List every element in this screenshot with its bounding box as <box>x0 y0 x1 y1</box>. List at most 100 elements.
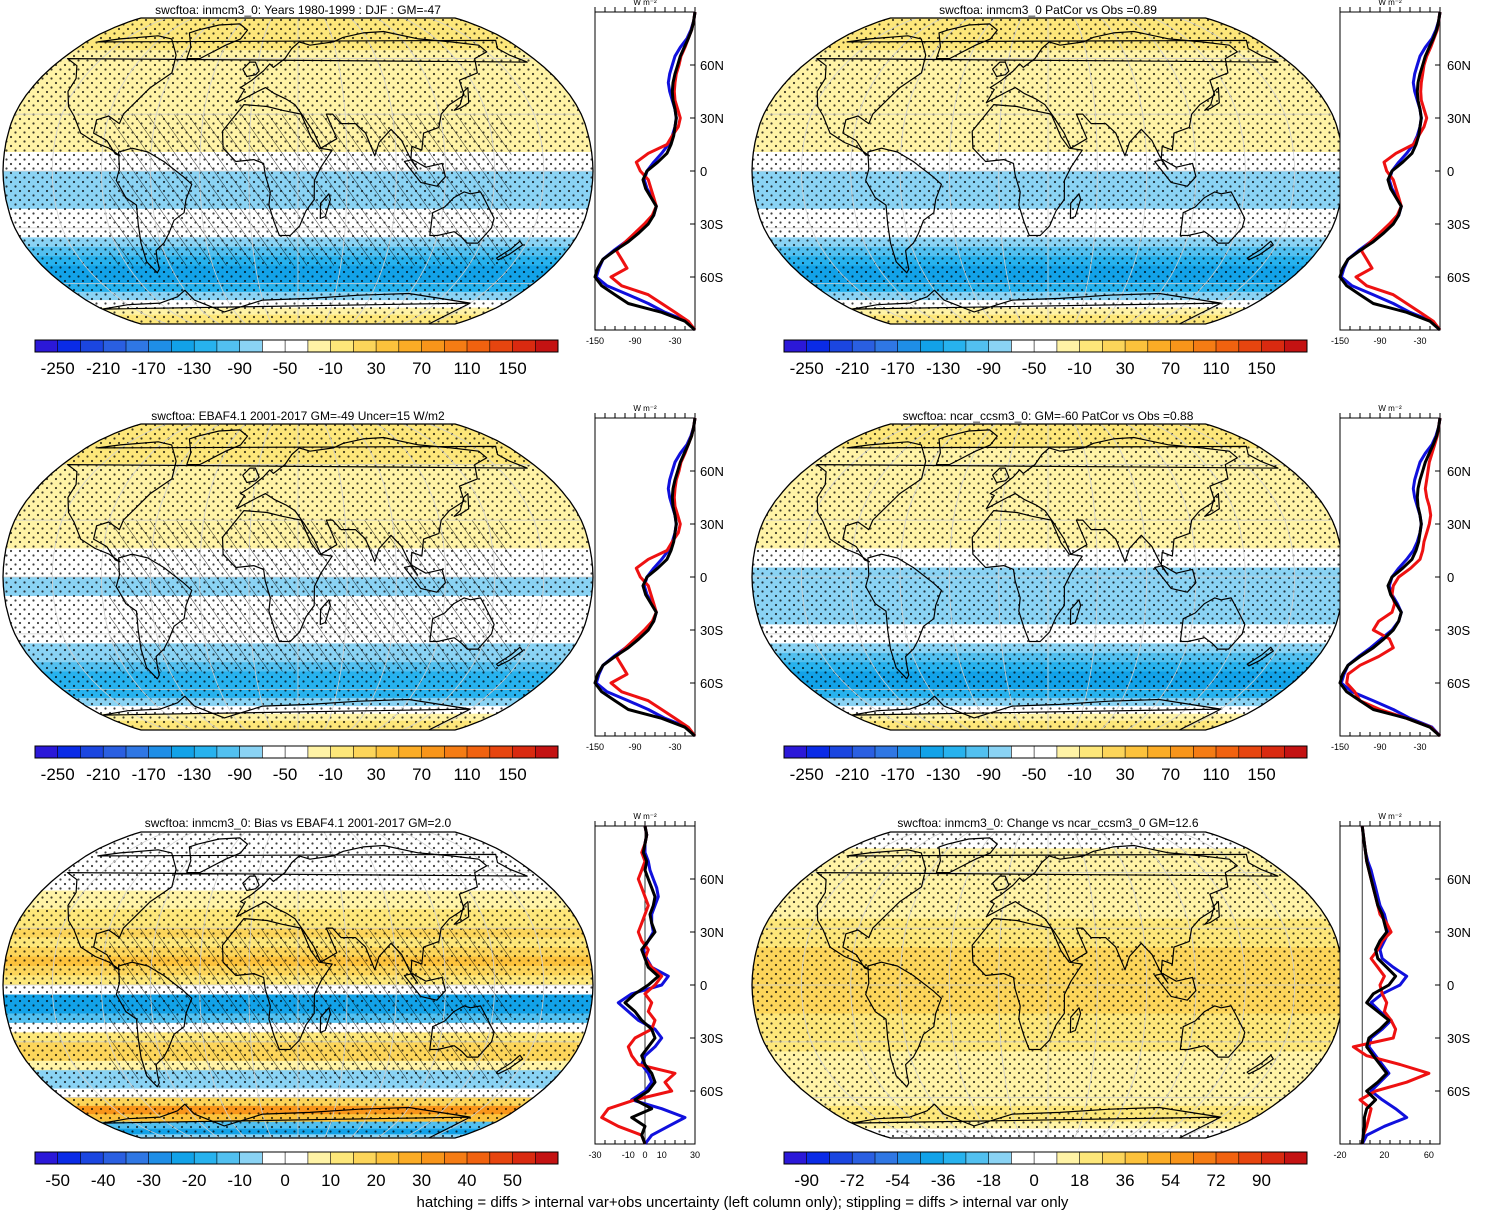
colorbar-swatch <box>1261 340 1285 352</box>
profile-lat-label: 30S <box>1447 1031 1470 1046</box>
colorbar-swatch <box>467 1152 491 1164</box>
colorbar-swatch <box>330 340 354 352</box>
coastline <box>235 30 488 170</box>
profile-line-model <box>593 417 697 738</box>
map-title: swcftoa: EBAF4.1 2001-2017 GM=-49 Uncer=… <box>151 409 445 423</box>
profile-lat-label: 0 <box>1447 164 1454 179</box>
map-panel-ref-mean: swcftoa: ncar_ccsm3_0: GM=-60 PatCor vs … <box>751 409 1345 731</box>
colorbar-swatch <box>1034 746 1058 758</box>
colorbar-swatch <box>171 340 195 352</box>
colorbar-swatch <box>353 1152 377 1164</box>
colorbar-swatch <box>1238 746 1262 758</box>
coastline <box>242 875 260 892</box>
profile-lat-label: 60N <box>700 58 724 73</box>
coastline <box>1154 973 1197 1001</box>
coastline <box>851 289 1222 324</box>
profile-x-tick-label: 60 <box>1424 1150 1434 1160</box>
map-panel-bias: swcftoa: inmcm3_0: Bias vs EBAF4.1 2001-… <box>2 816 594 1139</box>
colorbar-swatch <box>103 340 127 352</box>
colorbar-tick-label: -10 <box>318 765 343 784</box>
colorbar-swatch <box>171 746 195 758</box>
colorbar-swatch <box>285 340 309 352</box>
profile-panel-obs-mean: W m⁻² 60N 30N 0 30S 60S -150 -90 -30 <box>586 404 724 752</box>
colorbar-swatch <box>148 340 172 352</box>
colorbar-swatch <box>126 746 150 758</box>
longitude-line <box>376 18 446 324</box>
colorbar-swatch <box>330 746 354 758</box>
longitude-line <box>948 424 996 730</box>
longitude-line <box>899 832 970 1138</box>
colorbar-swatch <box>1034 340 1058 352</box>
profile-lat-label: 30N <box>700 925 724 940</box>
coastline <box>1204 901 1220 925</box>
coastline <box>242 61 260 78</box>
colorbar-swatch <box>897 1152 921 1164</box>
colorbar-swatch <box>262 1152 286 1164</box>
colorbar-tick-label: 30 <box>412 1171 431 1190</box>
colorbar-swatch <box>852 746 876 758</box>
profile-lat-label: 30N <box>1447 925 1471 940</box>
colorbar-tick-label: -170 <box>132 359 166 378</box>
profile-x-tick-label: -90 <box>1373 336 1386 346</box>
profile-panel-bias: W m⁻² 60N 30N 0 30S 60S -30 -10 0 10 30 <box>588 812 723 1160</box>
colorbar-swatch <box>806 746 830 758</box>
profile-lat-label: 30N <box>700 517 724 532</box>
longitude-line <box>323 18 348 324</box>
profile-unit-label: W m⁻² <box>1378 404 1402 413</box>
colorbar-swatch <box>1193 340 1217 352</box>
colorbar-swatch <box>1170 340 1194 352</box>
colorbar-swatch <box>829 340 853 352</box>
colorbar-swatch <box>784 340 808 352</box>
profile-unit-label: W m⁻² <box>633 812 657 821</box>
colorbar-swatch <box>784 746 808 758</box>
coastline <box>1179 191 1246 244</box>
colorbar-tick-label: 30 <box>1116 765 1135 784</box>
colorbar-swatch <box>148 1152 172 1164</box>
colorbar-swatch <box>194 746 218 758</box>
map-title: swcftoa: inmcm3_0: Change vs ncar_ccsm3_… <box>897 816 1198 830</box>
colorbar-swatch <box>1125 746 1149 758</box>
colorbar-swatch <box>489 746 513 758</box>
profile-line-model <box>1338 417 1442 738</box>
colorbar-swatch <box>1079 746 1103 758</box>
profile-lat-label: 60N <box>700 464 724 479</box>
profile-lat-label: 30N <box>1447 111 1471 126</box>
longitude-line <box>1073 424 1098 730</box>
map-panel-model-mean: swcftoa: inmcm3_0: Years 1980-1999 : DJF… <box>2 3 594 325</box>
colorbar-swatch <box>239 340 263 352</box>
coastline <box>1246 240 1274 261</box>
coastline <box>985 30 1238 170</box>
longitude-line <box>402 832 496 1138</box>
profile-x-tick-label: -30 <box>588 1150 601 1160</box>
coastline <box>992 467 1010 484</box>
colorbar-tick-label: 0 <box>1029 1171 1038 1190</box>
coastline <box>453 901 470 925</box>
map-field <box>3 18 593 324</box>
map-outline <box>2 423 594 731</box>
colorbar-swatch <box>852 340 876 352</box>
map-panel-change: swcftoa: inmcm3_0: Change vs ncar_ccsm3_… <box>751 816 1345 1139</box>
colorbar-swatch <box>421 1152 445 1164</box>
colorbar-change: -90 -72 -54 -36 -18 0 18 36 54 72 90 <box>783 1151 1308 1190</box>
longitude-line <box>199 832 246 1138</box>
colorbar-swatch <box>943 340 967 352</box>
longitude-line <box>323 424 348 730</box>
colorbar-swatch <box>943 746 967 758</box>
colorbar-swatch <box>444 1152 468 1164</box>
profile-lat-label: 30N <box>1447 517 1471 532</box>
profile-unit-label: W m⁻² <box>1378 812 1402 821</box>
coastlines <box>67 837 528 1138</box>
coastline <box>221 104 333 237</box>
colorbar-tick-label: 110 <box>453 359 480 378</box>
longitude-line <box>1179 832 1296 1138</box>
coastline <box>429 597 495 650</box>
coastline <box>971 918 1083 1051</box>
colorbar-tick-label: -10 <box>227 1171 252 1190</box>
colorbar-tick-label: 72 <box>1207 1171 1226 1190</box>
profile-x-tick-label: -150 <box>586 742 604 752</box>
profile-line-reference <box>1360 825 1409 1145</box>
colorbar-swatch <box>875 1152 899 1164</box>
colorbar-tick-label: -90 <box>227 359 252 378</box>
colorbar-swatch <box>239 1152 263 1164</box>
profile-lat-label: 60S <box>1447 270 1470 285</box>
